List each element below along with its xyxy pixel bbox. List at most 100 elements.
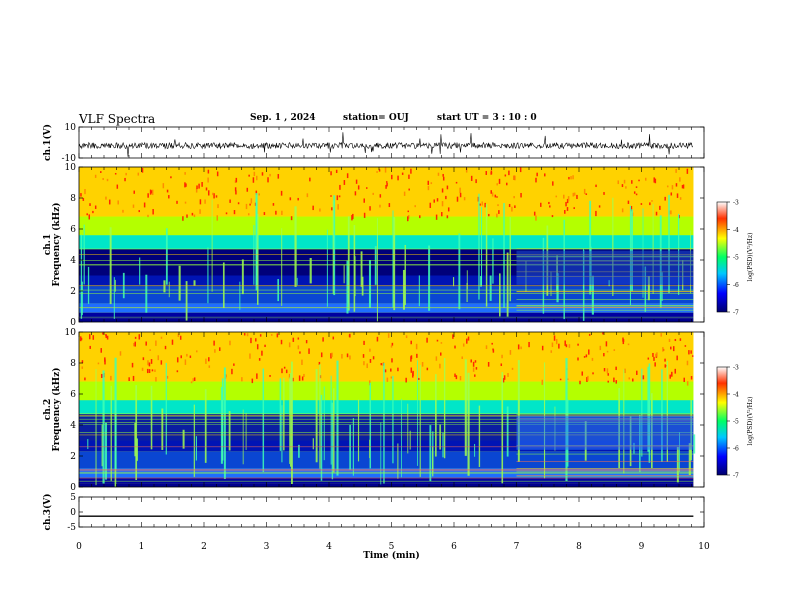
spectrogram-speckle bbox=[250, 337, 252, 344]
spectrogram-speckle bbox=[454, 345, 456, 349]
colorbar-tick-label: -6 bbox=[733, 282, 739, 289]
spectrogram-speckle bbox=[346, 353, 349, 358]
y-tick-label: -10 bbox=[62, 154, 77, 164]
x-tick-label: 4 bbox=[326, 542, 332, 552]
x-tick-label: 2 bbox=[201, 542, 207, 552]
spectrogram-speckle bbox=[100, 171, 102, 173]
spectrogram-speckle bbox=[346, 173, 349, 179]
sferic-streak bbox=[139, 257, 141, 285]
spectrogram-speckle bbox=[577, 357, 579, 361]
spectrogram-speckle bbox=[385, 185, 387, 189]
spectrogram-speckle bbox=[338, 195, 341, 198]
spectrogram-speckle bbox=[433, 199, 435, 203]
spectrogram-speckle bbox=[613, 377, 615, 383]
spectrogram-speckle bbox=[171, 339, 174, 345]
sferic-streak bbox=[452, 277, 455, 287]
spectrogram-speckle bbox=[440, 352, 442, 356]
spectrogram-speckle bbox=[376, 171, 378, 173]
spectrogram-speckle bbox=[509, 350, 512, 355]
spectrogram-speckle bbox=[564, 210, 566, 214]
spectrogram-speckle bbox=[179, 335, 182, 340]
spectrogram-speckle bbox=[89, 345, 91, 349]
sferic-streak bbox=[262, 368, 265, 473]
spectrogram-speckle bbox=[497, 204, 499, 207]
sferic-streak bbox=[376, 218, 378, 322]
spectrogram-speckle bbox=[441, 212, 443, 217]
spectrogram-speckle bbox=[446, 215, 449, 219]
spectrogram-speckle bbox=[630, 205, 633, 212]
sferic-streak bbox=[241, 259, 244, 295]
spectrogram-speckle bbox=[235, 190, 237, 195]
spectrogram-speckle bbox=[195, 188, 198, 193]
spectrogram-speckle bbox=[653, 356, 655, 361]
y-tick-label: 0 bbox=[70, 483, 76, 493]
y-tick-label: 10 bbox=[65, 123, 77, 133]
spectrogram-speckle bbox=[108, 199, 111, 205]
spectrogram-speckle bbox=[128, 377, 130, 382]
spectrogram-speckle bbox=[553, 335, 556, 341]
colorbar-label: log(PSD)(V²/Hz) bbox=[747, 397, 754, 446]
sferic-streak bbox=[165, 362, 167, 455]
spectrogram-speckle bbox=[352, 213, 354, 220]
sferic-streak bbox=[401, 398, 402, 478]
spectrogram-speckle bbox=[615, 366, 617, 371]
sferic-streak bbox=[331, 402, 334, 480]
spectrogram-speckle bbox=[216, 171, 219, 177]
sferic-streak bbox=[163, 280, 166, 293]
spectrogram-speckle bbox=[142, 357, 145, 361]
spectrogram-speckle bbox=[681, 185, 684, 189]
spectrogram-speckle bbox=[241, 377, 243, 382]
spectrogram-speckle bbox=[508, 170, 510, 176]
sferic-streak bbox=[591, 275, 594, 315]
spectrogram-speckle bbox=[567, 196, 570, 202]
spectrogram-speckle bbox=[151, 369, 154, 372]
spectrogram-speckle bbox=[149, 349, 151, 351]
sferic-streak bbox=[347, 216, 350, 311]
sferic-streak bbox=[228, 411, 231, 451]
x-tick-label: 7 bbox=[514, 542, 520, 552]
spectrogram-speckle bbox=[152, 208, 154, 215]
spectrogram-band bbox=[79, 400, 694, 415]
spectrogram-speckle bbox=[686, 360, 689, 366]
spectrogram-speckle bbox=[683, 377, 685, 382]
spectrogram-speckle bbox=[94, 174, 97, 178]
spectrogram-speckle bbox=[207, 177, 209, 183]
sferic-streak bbox=[330, 375, 332, 465]
y-tick-label: 6 bbox=[70, 390, 76, 400]
spectrogram-speckle bbox=[672, 346, 675, 352]
spectrogram-speckle bbox=[474, 360, 477, 363]
spectrogram-speckle bbox=[379, 204, 381, 208]
spectrogram-speckle bbox=[116, 184, 119, 189]
spectrogram-speckle bbox=[397, 175, 399, 181]
spectrogram-speckle bbox=[454, 373, 456, 377]
spectrogram-speckle bbox=[363, 340, 365, 345]
spectrogram-speckle bbox=[92, 335, 95, 340]
spectrogram-speckle bbox=[455, 375, 458, 380]
spectrogram-speckle bbox=[624, 368, 626, 374]
colorbar-label: log(PSD)(V²/Hz) bbox=[747, 233, 754, 282]
spectrogram-speckle bbox=[225, 374, 227, 378]
spectrogram-speckle bbox=[427, 185, 430, 191]
sferic-streak bbox=[679, 432, 680, 472]
spectrogram-speckle bbox=[330, 171, 332, 176]
spectrogram-speckle bbox=[481, 201, 484, 206]
sferic-streak bbox=[369, 439, 371, 459]
spectrogram-speckle bbox=[642, 375, 645, 380]
sferic-streak bbox=[104, 422, 108, 480]
sferic-streak bbox=[298, 444, 300, 458]
spectrogram-speckle bbox=[299, 351, 301, 354]
spectrogram-speckle bbox=[541, 379, 544, 385]
colorbar-tick-label: -5 bbox=[733, 255, 739, 262]
spectrogram-band bbox=[79, 312, 694, 319]
spectrogram-speckle bbox=[415, 343, 418, 350]
sferic-streak bbox=[693, 434, 696, 454]
spectrogram-speckle bbox=[106, 335, 109, 340]
spectrogram-speckle bbox=[459, 375, 462, 381]
spectrogram-band bbox=[79, 275, 694, 287]
spectrogram-speckle bbox=[416, 353, 418, 358]
spectrogram-speckle bbox=[484, 202, 486, 208]
spectrogram-speckle bbox=[259, 334, 262, 337]
spectrogram-speckle bbox=[245, 203, 248, 210]
spectrogram-speckle bbox=[674, 338, 677, 342]
